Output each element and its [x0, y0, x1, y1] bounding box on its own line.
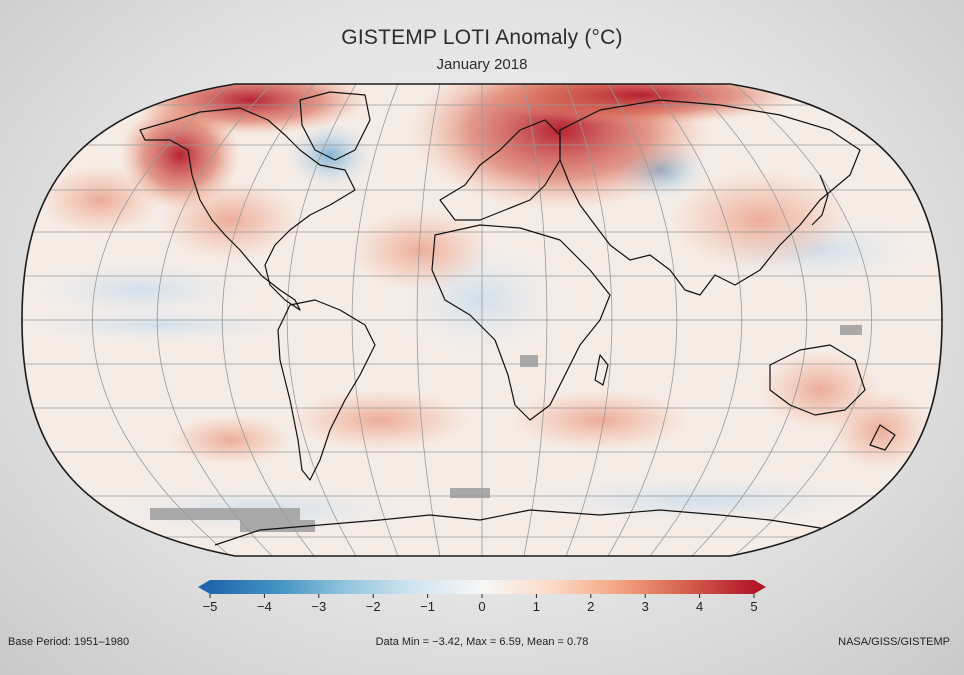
colorbar-tick-label: 4: [695, 599, 704, 614]
colorbar-tick-label: 3: [641, 599, 649, 614]
coastlines: [139, 91, 901, 549]
graticule: [22, 84, 942, 556]
colorbar-tick-label: −3: [311, 599, 327, 614]
colorbar-tick-label: −5: [202, 599, 218, 614]
colorbar-tick-label: −2: [365, 599, 381, 614]
graticule-meridian: [733, 84, 873, 556]
anomaly-field: [22, 84, 930, 535]
data-stats-label: Data Min = −3.42, Max = 6.59, Mean = 0.7…: [375, 636, 589, 648]
colorbar-gradient: [210, 580, 754, 594]
colorbar-tick-label: −1: [420, 599, 436, 614]
colorbar-tick-label: 1: [532, 599, 541, 614]
colorbar-tick-label: 5: [750, 599, 758, 614]
graticule-meridian: [157, 84, 273, 556]
madagascar-outline: [594, 354, 609, 386]
graticule-meridian: [607, 84, 678, 556]
japan-outline: [811, 174, 829, 226]
colorbar-tick-label: −4: [256, 599, 272, 614]
greenland-outline: [299, 91, 371, 161]
graticule-meridian: [523, 84, 548, 556]
graticule-meridian: [416, 84, 441, 556]
south-america-outline: [277, 299, 376, 481]
colorbar: [198, 580, 766, 598]
graticule-meridian: [351, 84, 399, 556]
australia-outline: [769, 344, 866, 416]
colorbar-labels: −5 −4 −3 −2 −1 0 1 2 3 4 5: [198, 578, 766, 618]
graticule-meridian: [691, 84, 807, 556]
graticule-meridian: [565, 84, 613, 556]
colorbar-tick-label: 0: [478, 599, 486, 614]
new-zealand-outline: [869, 424, 896, 451]
africa-outline: [431, 224, 611, 421]
graticule-meridian: [91, 84, 231, 556]
asia-outline: [559, 99, 861, 296]
graticule-meridian: [221, 84, 315, 556]
chart-subtitle: January 2018: [436, 56, 528, 73]
base-period-label: Base Period: 1951–1980: [8, 636, 130, 648]
antarctica-outline: [214, 509, 901, 549]
chart-title: GISTEMP LOTI Anomaly (°C): [341, 26, 623, 49]
colorbar-max-arrow: [754, 580, 766, 594]
credit-label: NASA/GISS/GISTEMP: [838, 636, 950, 648]
colorbar-tick-label: 2: [587, 599, 595, 614]
colorbar-min-arrow: [198, 580, 210, 594]
graticule-meridian: [649, 84, 743, 556]
north-america-outline: [139, 107, 356, 311]
graticule-meridian: [286, 84, 357, 556]
